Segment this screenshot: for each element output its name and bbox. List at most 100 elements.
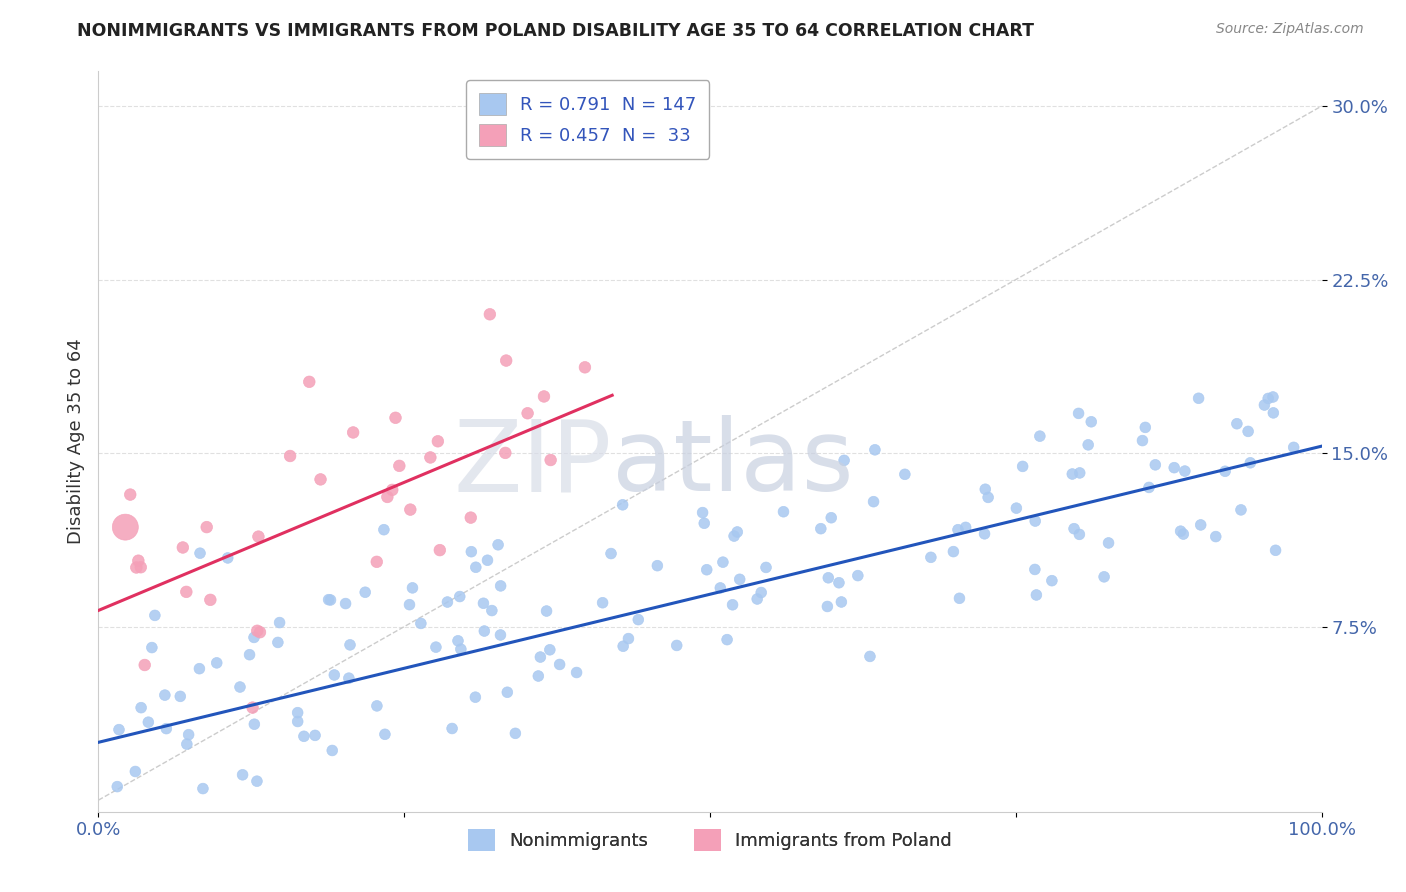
Point <box>267 635 290 649</box>
Point <box>278 449 301 463</box>
Point <box>243 631 266 645</box>
Point <box>1170 524 1192 538</box>
Point <box>772 505 794 519</box>
Point <box>191 781 214 796</box>
Point <box>339 638 361 652</box>
Point <box>309 472 332 486</box>
Point <box>143 608 166 623</box>
Point <box>725 524 748 539</box>
Point <box>304 728 326 742</box>
Point <box>441 722 464 736</box>
Point <box>1173 527 1195 541</box>
Point <box>124 764 146 779</box>
Point <box>1261 390 1284 404</box>
Text: ZIP: ZIP <box>454 416 612 512</box>
Text: NONIMMIGRANTS VS IMMIGRANTS FROM POLAND DISABILITY AGE 35 TO 64 CORRELATION CHAR: NONIMMIGRANTS VS IMMIGRANTS FROM POLAND … <box>77 22 1035 40</box>
Point <box>832 453 855 467</box>
Point <box>948 591 970 606</box>
Point <box>1135 420 1157 434</box>
Point <box>247 530 270 544</box>
Point <box>495 353 517 368</box>
Point <box>449 590 471 604</box>
Point <box>399 502 422 516</box>
Point <box>692 506 714 520</box>
Point <box>425 640 447 654</box>
Point <box>472 596 495 610</box>
Point <box>429 543 451 558</box>
Point <box>354 585 377 599</box>
Point <box>232 768 254 782</box>
Point <box>481 603 503 617</box>
Point <box>1097 536 1119 550</box>
Point <box>136 715 159 730</box>
Point <box>1132 434 1154 448</box>
Point <box>538 642 561 657</box>
Point <box>815 599 838 614</box>
Point <box>384 410 406 425</box>
Point <box>108 723 131 737</box>
Point <box>496 685 519 699</box>
Point <box>1253 398 1275 412</box>
Point <box>478 307 501 321</box>
Point <box>830 595 852 609</box>
Point <box>1264 543 1286 558</box>
Point <box>489 579 512 593</box>
Point <box>1163 460 1185 475</box>
Point <box>486 538 509 552</box>
Point <box>1230 503 1253 517</box>
Point <box>129 700 152 714</box>
Point <box>409 616 432 631</box>
Point <box>612 639 634 653</box>
Point <box>217 550 239 565</box>
Point <box>229 680 252 694</box>
Point <box>1189 517 1212 532</box>
Point <box>505 726 527 740</box>
Point <box>335 597 357 611</box>
Point <box>460 544 482 558</box>
Point <box>205 656 228 670</box>
Point <box>195 520 218 534</box>
Point <box>721 598 744 612</box>
Point <box>1077 438 1099 452</box>
Point <box>1263 406 1285 420</box>
Point <box>398 598 420 612</box>
Point <box>120 487 142 501</box>
Point <box>647 558 669 573</box>
Point <box>548 657 571 672</box>
Point <box>1137 480 1160 494</box>
Point <box>447 633 470 648</box>
Point <box>942 544 965 558</box>
Point <box>1080 415 1102 429</box>
Point <box>319 593 342 607</box>
Point <box>711 555 734 569</box>
Point <box>920 550 942 565</box>
Point <box>617 632 640 646</box>
Point <box>269 615 291 630</box>
Point <box>342 425 364 440</box>
Point <box>693 516 716 531</box>
Point <box>366 555 388 569</box>
Text: Source: ZipAtlas.com: Source: ZipAtlas.com <box>1216 22 1364 37</box>
Point <box>696 563 718 577</box>
Point <box>665 639 688 653</box>
Point <box>709 581 731 595</box>
Legend: Nonimmigrants, Immigrants from Poland: Nonimmigrants, Immigrants from Poland <box>461 822 959 858</box>
Point <box>450 642 472 657</box>
Point <box>242 700 264 714</box>
Point <box>946 523 969 537</box>
Point <box>810 522 832 536</box>
Point <box>426 434 449 449</box>
Point <box>464 560 486 574</box>
Point <box>862 494 884 508</box>
Point <box>1239 456 1261 470</box>
Point <box>529 650 551 665</box>
Point <box>200 592 222 607</box>
Point <box>728 572 751 586</box>
Point <box>749 585 772 599</box>
Point <box>374 727 396 741</box>
Point <box>1005 501 1028 516</box>
Point <box>1144 458 1167 472</box>
Point <box>1040 574 1063 588</box>
Point <box>1063 522 1085 536</box>
Point <box>153 688 176 702</box>
